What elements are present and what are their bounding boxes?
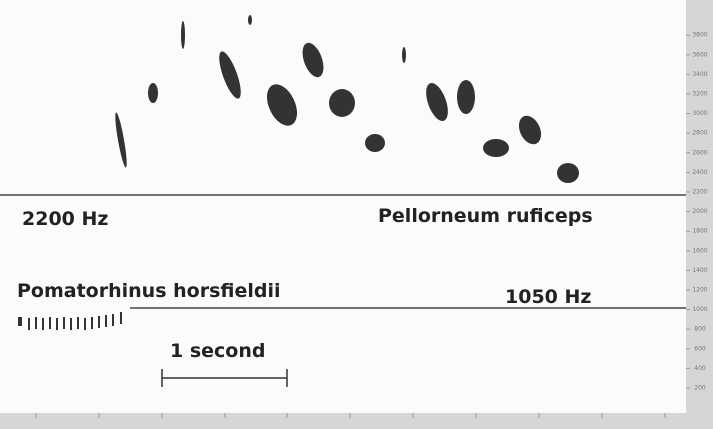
frequency-tick-label: 200 bbox=[694, 385, 706, 392]
frequency-tick-label: 3400 bbox=[692, 71, 707, 78]
frequency-tick-label: 800 bbox=[694, 326, 706, 333]
frequency-tick-label: 1600 bbox=[692, 247, 707, 254]
frequency-tick-label: 3000 bbox=[692, 110, 707, 117]
frequency-tick-label: 1800 bbox=[692, 228, 707, 235]
frequency-tick-label: 3600 bbox=[692, 51, 707, 58]
scale-label: 1 second bbox=[170, 340, 265, 362]
frequency-tick-label: 2200 bbox=[692, 189, 707, 196]
upper-species-label: Pellorneum ruficeps bbox=[378, 205, 593, 227]
frequency-tick-label: 1400 bbox=[692, 267, 707, 274]
frequency-tick-label: 400 bbox=[694, 365, 706, 372]
frequency-tick-label: 600 bbox=[694, 345, 706, 352]
lower-species-label: Pomatorhinus horsfieldii bbox=[17, 280, 281, 302]
time-axis-strip bbox=[0, 413, 713, 429]
frequency-tick-label: 2600 bbox=[692, 149, 707, 156]
frequency-tick-label: 3800 bbox=[692, 32, 707, 39]
frequency-tick-label: 2800 bbox=[692, 130, 707, 137]
lower-frequency-label: 1050 Hz bbox=[505, 286, 591, 308]
frequency-tick-label: 2400 bbox=[692, 169, 707, 176]
upper-frequency-label: 2200 Hz bbox=[22, 208, 108, 230]
spectrogram-figure: 2200 Hz Pellorneum ruficeps Pomatorhinus… bbox=[0, 0, 713, 429]
frequency-tick-label: 1000 bbox=[692, 306, 707, 313]
frequency-tick-label: 2000 bbox=[692, 208, 707, 215]
frequency-tick-label: 1200 bbox=[692, 287, 707, 294]
frequency-tick-label: 3200 bbox=[692, 91, 707, 98]
